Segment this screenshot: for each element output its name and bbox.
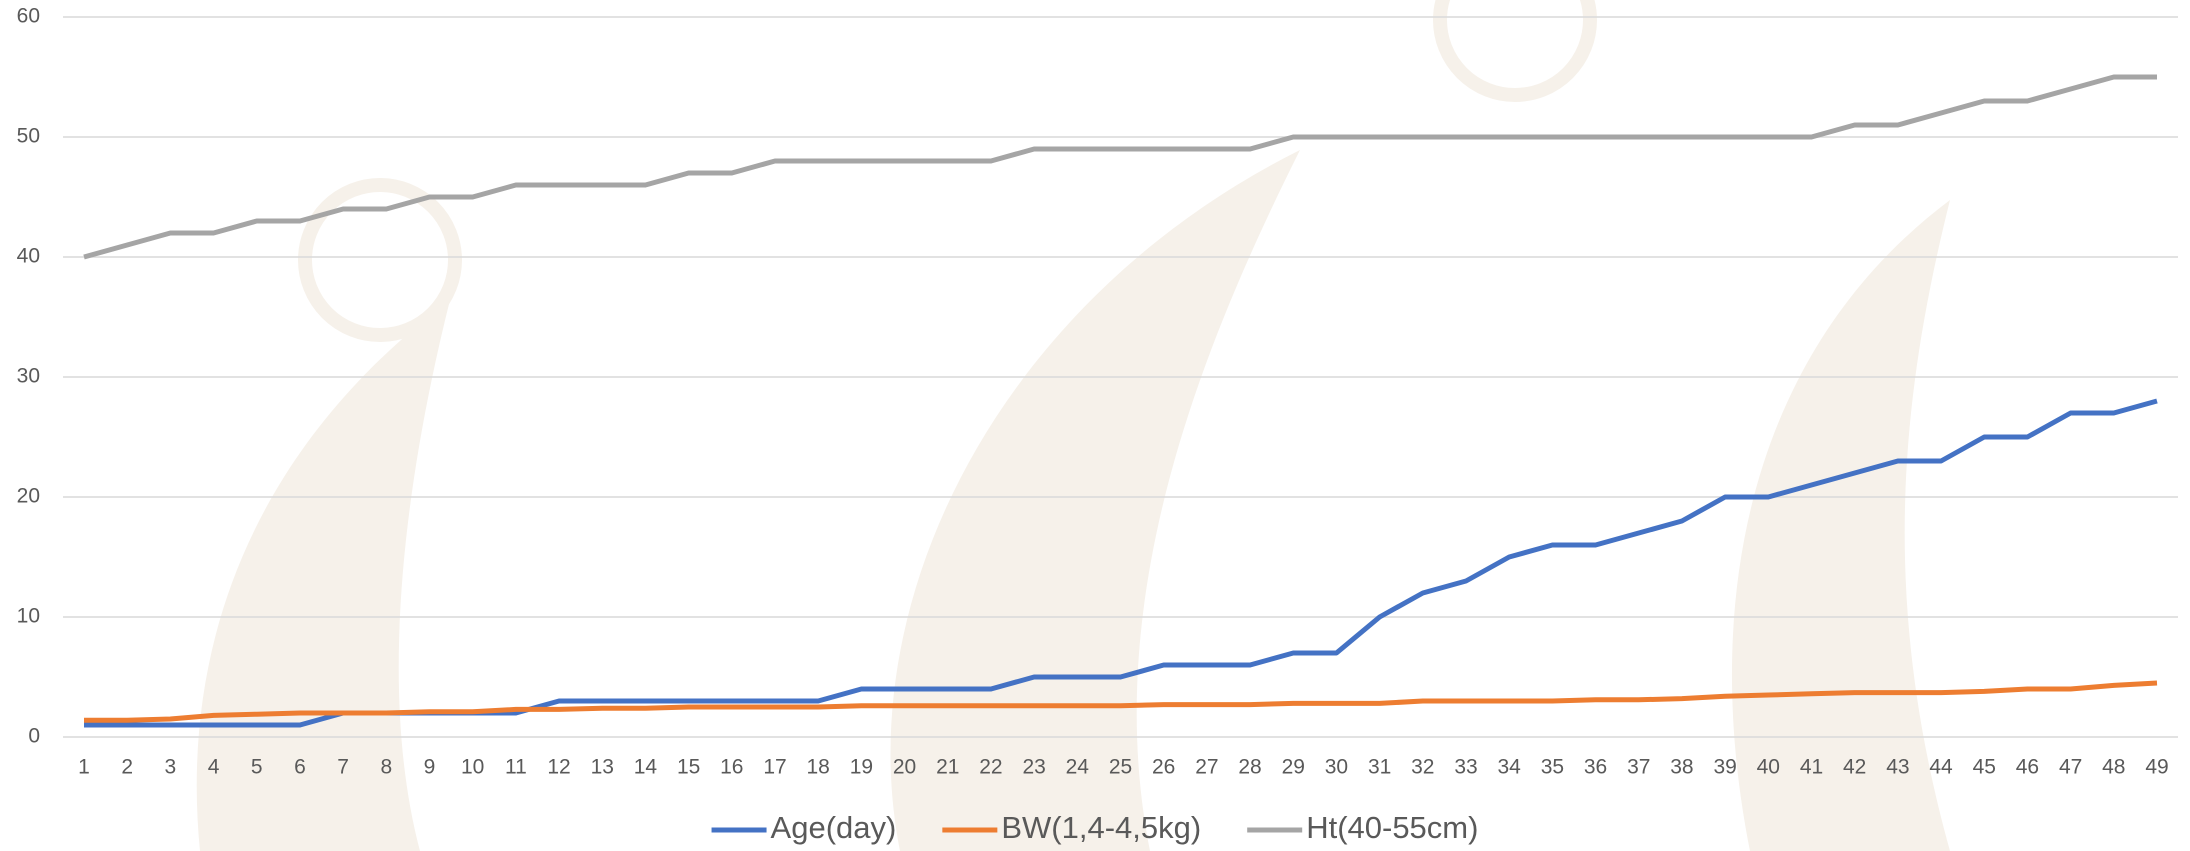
x-tick-label: 43 [1886,756,1909,779]
background-decoration [197,0,1950,851]
x-tick-label: 23 [1022,756,1045,779]
x-tick-label: 9 [424,756,436,779]
x-tick-label: 1 [78,756,90,779]
x-tick-label: 35 [1541,756,1564,779]
x-tick-label: 12 [547,756,570,779]
x-tick-label: 33 [1454,756,1477,779]
x-tick-label: 49 [2145,756,2168,779]
y-tick-label: 0 [28,725,40,748]
x-tick-label: 46 [2016,756,2039,779]
x-tick-label: 11 [505,756,527,779]
x-tick-label: 20 [893,756,916,779]
y-tick-label: 30 [17,365,40,388]
x-tick-label: 6 [294,756,306,779]
x-tick-label: 38 [1670,756,1693,779]
x-tick-label: 34 [1498,756,1522,779]
x-tick-label: 14 [634,756,658,779]
x-tick-label: 5 [251,756,263,779]
x-tick-label: 2 [121,756,133,779]
x-tick-label: 39 [1713,756,1736,779]
x-tick-label: 32 [1411,756,1434,779]
x-tick-label: 17 [763,756,786,779]
chart: 0102030405060123456789101112131415161718… [0,0,2190,851]
x-tick-label: 47 [2059,756,2082,779]
x-tick-label: 30 [1325,756,1348,779]
y-tick-label: 50 [17,125,40,148]
x-tick-label: 36 [1584,756,1607,779]
x-tick-label: 15 [677,756,700,779]
series-line [84,77,2157,257]
x-tick-label: 24 [1066,756,1090,779]
x-tick-label: 18 [807,756,830,779]
legend-text: Ht(40-55cm) [1306,810,1478,845]
x-tick-label: 29 [1282,756,1305,779]
x-tick-label: 31 [1368,756,1391,779]
x-tick-label: 19 [850,756,873,779]
x-tick-label: 48 [2102,756,2125,779]
x-tick-label: 21 [936,756,959,779]
x-tick-label: 7 [337,756,349,779]
y-tick-label: 60 [17,5,40,28]
x-tick-label: 22 [979,756,1002,779]
y-tick-label: 40 [17,245,40,268]
x-tick-label: 3 [165,756,177,779]
x-tick-label: 45 [1973,756,1996,779]
x-tick-label: 16 [720,756,743,779]
x-tick-label: 41 [1800,756,1823,779]
x-tick-label: 13 [591,756,614,779]
x-tick-label: 42 [1843,756,1866,779]
x-tick-label: 8 [380,756,392,779]
legend-text: Age(day) [771,810,897,845]
x-tick-label: 10 [461,756,484,779]
x-tick-label: 27 [1195,756,1218,779]
x-tick-label: 28 [1238,756,1261,779]
x-tick-label: 26 [1152,756,1175,779]
x-tick-label: 37 [1627,756,1650,779]
y-tick-label: 10 [17,605,40,628]
x-tick-label: 44 [1929,756,1953,779]
y-tick-label: 20 [17,485,40,508]
legend-text: BW(1,4-4,5kg) [1001,810,1201,845]
x-tick-label: 25 [1109,756,1132,779]
x-tick-label: 40 [1757,756,1780,779]
x-tick-label: 4 [208,756,220,779]
